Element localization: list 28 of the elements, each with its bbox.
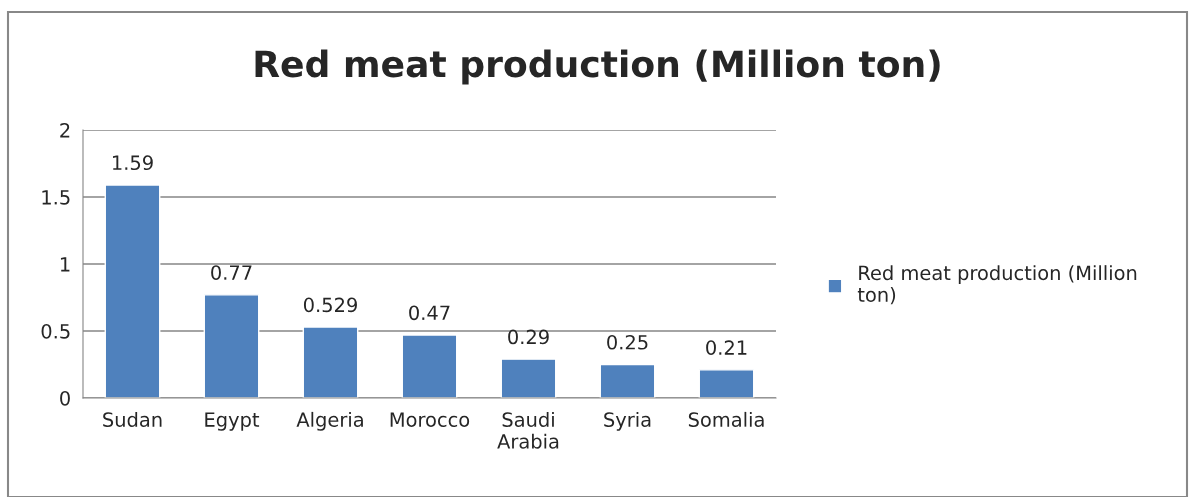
x-tick-label: Saudi Arabia [497, 411, 559, 449]
data-label: 1.59 [112, 155, 153, 171]
data-label: 0.21 [706, 340, 747, 355]
data-label: 0.47 [409, 305, 450, 321]
bar [698, 369, 755, 398]
data-label: 0.77 [211, 265, 252, 280]
y-tick-label: 1 [60, 257, 70, 272]
data-label: 0.529 [303, 297, 357, 313]
bar [104, 184, 161, 398]
bar [401, 334, 458, 398]
bar [302, 326, 359, 398]
chart-title: Red meat production (Million ton) [255, 49, 940, 85]
x-tick-label: Syria [604, 411, 651, 431]
x-tick-label: Somalia [688, 411, 764, 427]
legend-label: Red meat production (Million ton) [857, 265, 1137, 305]
x-tick-label: Morocco [390, 412, 470, 427]
y-tick-label: 2 [60, 122, 70, 138]
data-label: 0.25 [607, 334, 648, 350]
y-tick-label: 0.5 [41, 323, 70, 339]
x-tick-label: Sudan [103, 411, 162, 427]
x-tick-label: Algeria [296, 411, 363, 431]
y-tick-label: 0 [60, 390, 70, 406]
y-tick-label: 1.5 [42, 190, 70, 205]
bar [203, 294, 260, 398]
data-label: 0.29 [508, 329, 549, 345]
bar [500, 358, 557, 398]
bar [599, 363, 656, 398]
x-tick-label: Egypt [205, 412, 260, 431]
